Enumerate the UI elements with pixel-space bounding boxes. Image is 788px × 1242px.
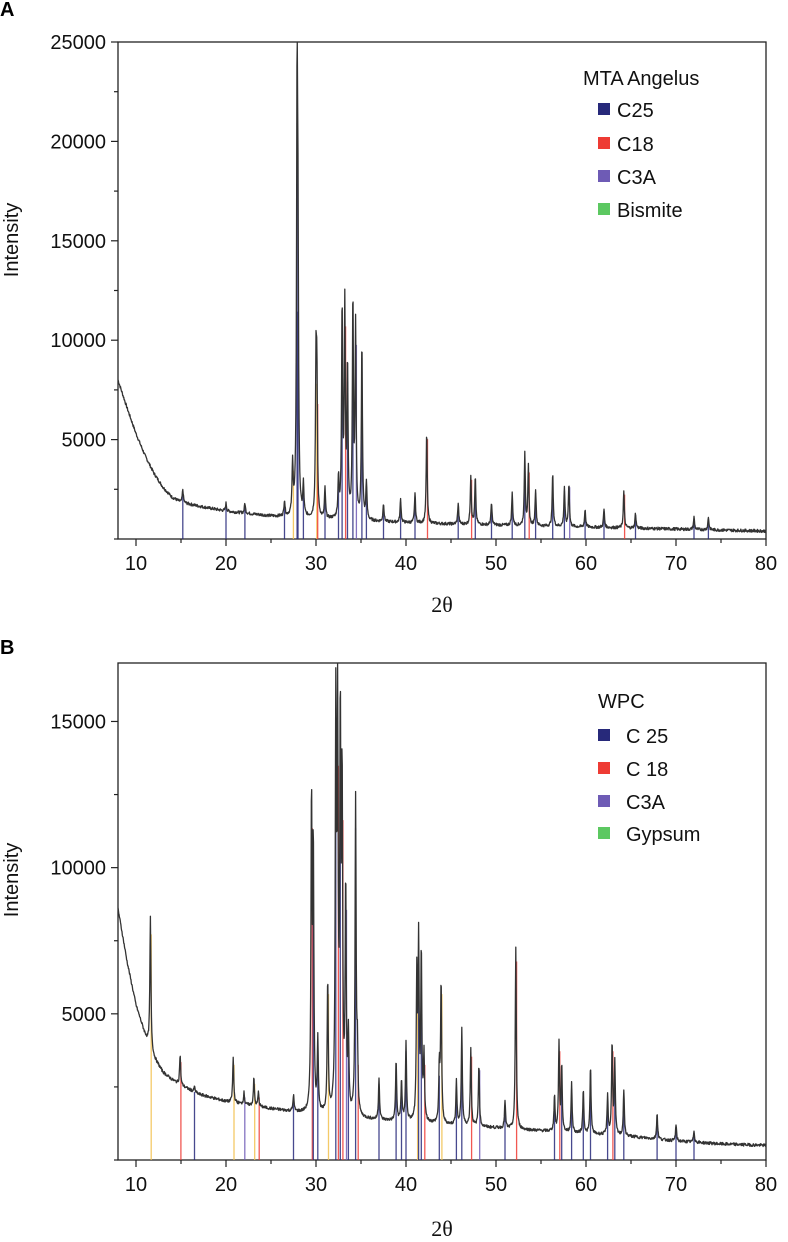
panel-a-x-axis-title: 2θ bbox=[431, 592, 453, 617]
x-tick-label: 40 bbox=[395, 1174, 417, 1196]
panel-b-legend-swatch-c3a bbox=[598, 795, 610, 807]
y-tick-label: 10000 bbox=[50, 330, 106, 352]
panel-b-pattern bbox=[117, 662, 767, 1148]
x-tick-label: 80 bbox=[755, 1174, 777, 1196]
panel-a: A 10 20 30 40 50 60 70 80 5000 10000 15000 20000 250… bbox=[0, 0, 777, 617]
panel-b-legend-label-c18: C 18 bbox=[626, 759, 668, 781]
x-tick-label: 50 bbox=[485, 1174, 507, 1196]
panel-a-legend-label-c18: C18 bbox=[617, 134, 654, 156]
panel-b-legend-label-gypsum: Gypsum bbox=[626, 824, 700, 846]
diffraction-pattern-line bbox=[117, 662, 767, 1148]
panel-a-legend-label-c3a: C3A bbox=[617, 167, 657, 189]
panel-a-pattern bbox=[117, 41, 767, 534]
panel-a-legend: MTA Angelus C25 C18 C3A Bismite bbox=[583, 68, 699, 222]
panel-b-legend-swatch-c25 bbox=[598, 729, 610, 741]
x-tick-label: 80 bbox=[755, 553, 777, 575]
x-tick-label: 10 bbox=[125, 1174, 147, 1196]
panel-a-ticks: 10 20 30 40 50 60 70 80 5000 10000 15000 20000 25000 bbox=[50, 32, 777, 575]
x-tick-label: 30 bbox=[305, 553, 327, 575]
panel-a-legend-swatch-c3a bbox=[598, 170, 610, 182]
panel-a-legend-label-bismite: Bismite bbox=[617, 200, 683, 222]
diffraction-pattern-line bbox=[117, 41, 767, 534]
y-tick-label: 15000 bbox=[50, 231, 106, 253]
x-tick-label: 60 bbox=[575, 1174, 597, 1196]
y-tick-label: 5000 bbox=[62, 430, 107, 452]
panel-b-x-axis-title: 2θ bbox=[431, 1216, 453, 1241]
panel-b-letter: B bbox=[0, 637, 14, 659]
y-tick-label: 5000 bbox=[62, 1004, 107, 1026]
panel-a-axes bbox=[117, 41, 767, 540]
x-tick-label: 30 bbox=[305, 1174, 327, 1196]
panel-a-legend-swatch-c18 bbox=[598, 137, 610, 149]
panel-b-legend-label-c3a: C3A bbox=[626, 792, 666, 814]
panel-a-legend-swatch-bismite bbox=[598, 203, 610, 215]
panel-a-legend-swatch-c25 bbox=[598, 103, 610, 115]
panel-b-legend-swatch-c18 bbox=[598, 762, 610, 774]
panel-a-legend-title: MTA Angelus bbox=[583, 68, 699, 90]
y-tick-label: 10000 bbox=[50, 858, 106, 880]
y-tick-label: 25000 bbox=[50, 32, 106, 54]
x-tick-label: 60 bbox=[575, 553, 597, 575]
panel-b-legend-label-c25: C 25 bbox=[626, 726, 668, 748]
panel-b-legend-swatch-gypsum bbox=[598, 827, 610, 839]
x-tick-label: 70 bbox=[665, 1174, 687, 1196]
x-tick-label: 50 bbox=[485, 553, 507, 575]
x-tick-label: 10 bbox=[125, 553, 147, 575]
y-tick-label: 20000 bbox=[50, 131, 106, 153]
x-tick-label: 40 bbox=[395, 553, 417, 575]
x-tick-label: 20 bbox=[215, 553, 237, 575]
panel-b-ticks: 10 20 30 40 50 60 70 80 5000 10000 15000 bbox=[50, 711, 777, 1196]
panel-b-y-axis-title: Intensity bbox=[1, 843, 23, 917]
x-tick-label: 20 bbox=[215, 1174, 237, 1196]
panel-a-letter: A bbox=[0, 0, 14, 21]
panel-b-legend-title: WPC bbox=[598, 691, 645, 713]
panel-a-plot-frame bbox=[117, 41, 767, 540]
panel-a-legend-label-c25: C25 bbox=[617, 100, 654, 122]
panel-b: B 10 20 30 40 50 60 70 80 5000 10000 15000 Intensi… bbox=[0, 637, 777, 1241]
x-tick-label: 70 bbox=[665, 553, 687, 575]
panel-b-legend: WPC C 25 C 18 C3A Gypsum bbox=[598, 691, 700, 846]
y-tick-label: 15000 bbox=[50, 711, 106, 733]
panel-a-y-axis-title: Intensity bbox=[1, 203, 23, 277]
